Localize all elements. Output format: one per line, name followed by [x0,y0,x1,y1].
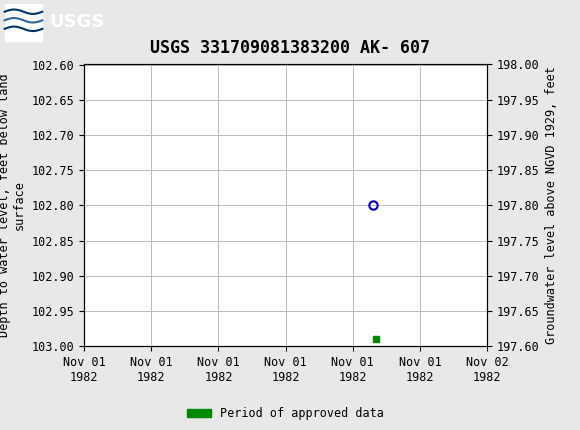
Text: USGS: USGS [49,13,104,31]
Text: USGS 331709081383200 AK- 607: USGS 331709081383200 AK- 607 [150,39,430,57]
Bar [5,3,42,41]
Legend: Period of approved data: Period of approved data [183,402,389,425]
Y-axis label: Groundwater level above NGVD 1929, feet: Groundwater level above NGVD 1929, feet [545,66,558,344]
Y-axis label: Depth to water level, feet below land
surface: Depth to water level, feet below land su… [0,74,26,337]
